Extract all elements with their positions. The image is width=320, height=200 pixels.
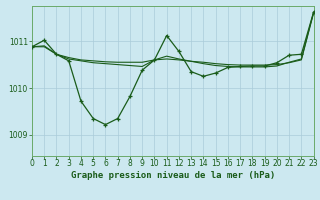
X-axis label: Graphe pression niveau de la mer (hPa): Graphe pression niveau de la mer (hPa) <box>71 171 275 180</box>
